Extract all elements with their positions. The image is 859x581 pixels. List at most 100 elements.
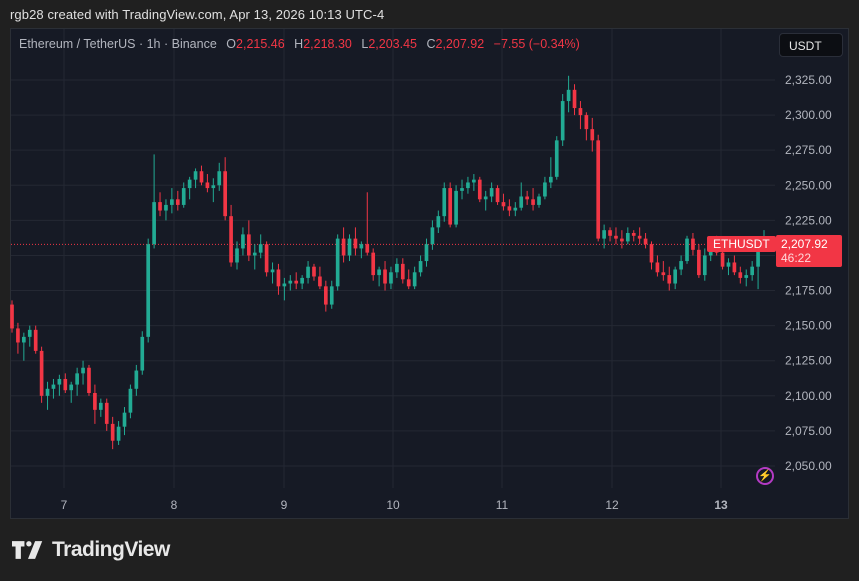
candle [27, 329, 32, 337]
candle [418, 261, 423, 273]
candle [10, 304, 14, 329]
candle [424, 244, 429, 262]
candle [608, 230, 612, 236]
candle [673, 269, 678, 284]
candle [323, 286, 328, 305]
candle [744, 275, 749, 278]
candle [584, 115, 589, 130]
candle [75, 373, 79, 385]
currency-button[interactable]: USDT [779, 33, 843, 57]
high-label: H [294, 37, 304, 51]
candle [335, 238, 340, 287]
candle [252, 252, 257, 256]
candle [383, 269, 387, 284]
candle [264, 244, 269, 273]
candle [294, 280, 299, 284]
candle [531, 199, 535, 205]
candle [507, 206, 512, 211]
candle [501, 202, 506, 207]
candle [637, 235, 642, 239]
price-tick-label: 2,050.00 [785, 459, 832, 473]
candle [513, 207, 518, 211]
price-axis: 2,325.00 2,300.00 2,275.00 2,250.00 2,225.00… [785, 73, 832, 473]
candle [685, 238, 689, 262]
candle [389, 272, 393, 284]
candle [235, 248, 239, 263]
candle [726, 262, 731, 267]
time-tick-label: 12 [605, 498, 619, 512]
candle [543, 182, 547, 197]
time-tick-label: 11 [496, 498, 509, 512]
candle [519, 196, 524, 208]
candle [483, 196, 488, 200]
candle [258, 244, 263, 253]
candle [702, 255, 707, 276]
candle [377, 269, 381, 276]
candle [187, 179, 192, 189]
candle [199, 171, 204, 183]
candle [359, 244, 364, 249]
candle [466, 182, 470, 189]
price-tick-label: 2,300.00 [785, 108, 832, 122]
candle [158, 202, 162, 211]
candle [596, 140, 601, 239]
brand-name: TradingView [52, 538, 170, 561]
candle [110, 423, 115, 441]
last-price-value: 2,207.92 [781, 237, 828, 251]
candle [211, 185, 216, 189]
candle [140, 336, 145, 371]
price-tick-label: 2,250.00 [785, 178, 832, 192]
low-label: L [361, 37, 369, 51]
candle [631, 232, 636, 236]
price-tick-label: 2,325.00 [785, 73, 832, 87]
time-tick-label: 7 [61, 498, 68, 512]
candle [318, 276, 322, 287]
candle [679, 261, 683, 270]
candle [175, 199, 180, 205]
candle [649, 244, 654, 263]
price-tick-label: 2,075.00 [785, 424, 832, 438]
candle [560, 101, 565, 141]
candle [247, 234, 251, 256]
ohlc-legend: Ethereum / TetherUS · 1h · Binance O2,21… [19, 37, 580, 51]
candle [590, 129, 595, 141]
candle [45, 388, 50, 396]
price-tick-label: 2,100.00 [785, 389, 832, 403]
candle [395, 263, 399, 273]
candle [489, 188, 494, 197]
candle [306, 266, 310, 278]
candle [170, 199, 174, 205]
bar-countdown: 46:22 [781, 251, 812, 265]
chart-caption: rgb28 created with TradingView.com, Apr … [10, 7, 385, 22]
candle [63, 378, 68, 391]
candle [400, 263, 405, 280]
bolt-icon[interactable]: ⚡ [756, 467, 774, 485]
candle [578, 108, 583, 116]
candle [625, 232, 630, 242]
price-tick-label: 2,125.00 [785, 354, 832, 368]
candle [525, 196, 529, 200]
candle [371, 252, 376, 276]
candle [276, 269, 281, 287]
candle [270, 269, 275, 273]
candle [22, 336, 26, 343]
time-tick-label: 9 [281, 498, 288, 512]
candle [365, 244, 370, 253]
candle [116, 426, 121, 441]
time-tick-label: 8 [171, 498, 178, 512]
candle [87, 367, 91, 394]
time-tick-label: 13 [714, 498, 728, 512]
candle [620, 238, 624, 242]
candle [454, 190, 458, 225]
tradingview-logo-icon [12, 541, 43, 559]
price-tick-label: 2,175.00 [785, 284, 832, 298]
tradingview-brand: TradingView [12, 538, 170, 562]
candle [406, 279, 411, 287]
candle [495, 188, 500, 203]
candle [643, 238, 648, 245]
candle [134, 370, 139, 389]
close-label: C [426, 37, 436, 51]
high-value: 2,218.30 [303, 37, 352, 51]
candle [181, 188, 186, 205]
